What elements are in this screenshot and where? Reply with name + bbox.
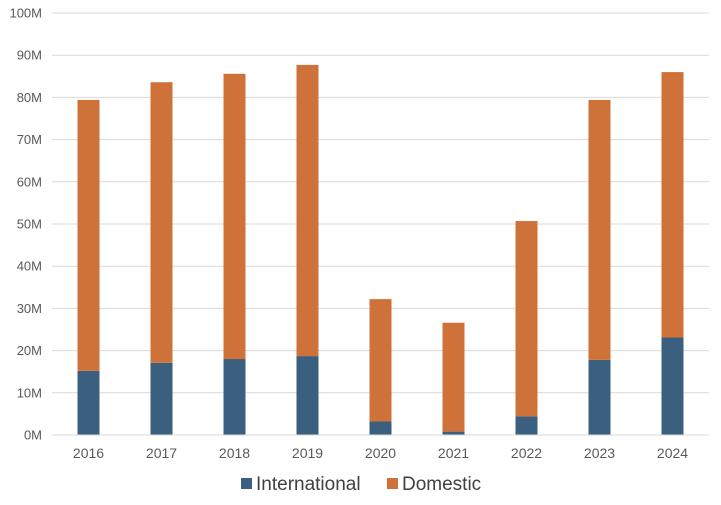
bar-domestic-2018 bbox=[223, 73, 246, 360]
legend-swatch-domestic bbox=[387, 478, 398, 489]
y-tick-label: 100M bbox=[9, 6, 42, 21]
y-tick-label: 50M bbox=[17, 217, 42, 232]
bar-domestic-2017 bbox=[150, 82, 173, 363]
bar-domestic-2020 bbox=[369, 299, 392, 422]
bar-international-2017 bbox=[150, 362, 173, 435]
bar-domestic-2019 bbox=[296, 64, 319, 357]
bar-international-2023 bbox=[588, 359, 611, 435]
x-tick-label: 2022 bbox=[511, 445, 542, 461]
bar-domestic-2023 bbox=[588, 99, 611, 360]
bar-domestic-2016 bbox=[77, 99, 100, 371]
x-tick-label: 2021 bbox=[438, 445, 469, 461]
y-axis-tick-labels: 0M 10M 20M 30M 40M 50M 60M 70M 80M 90M 100M bbox=[9, 6, 42, 443]
x-tick-label: 2019 bbox=[292, 445, 323, 461]
y-tick-label: 0M bbox=[24, 428, 42, 443]
bar-domestic-2021 bbox=[442, 322, 465, 432]
x-tick-label: 2023 bbox=[584, 445, 615, 461]
y-tick-label: 80M bbox=[17, 90, 42, 105]
x-tick-label: 2020 bbox=[365, 445, 396, 461]
legend-label-international: International bbox=[256, 474, 361, 495]
y-tick-label: 30M bbox=[17, 301, 42, 316]
bar-international-2016 bbox=[77, 370, 100, 435]
bar-international-2020 bbox=[369, 421, 392, 435]
x-tick-label: 2018 bbox=[219, 445, 250, 461]
bar-international-2019 bbox=[296, 356, 319, 435]
x-tick-label: 2024 bbox=[657, 445, 688, 461]
x-tick-label: 2017 bbox=[146, 445, 177, 461]
y-tick-label: 60M bbox=[17, 174, 42, 189]
legend-label-domestic: Domestic bbox=[402, 474, 481, 495]
y-tick-label: 10M bbox=[17, 385, 42, 400]
bar-international-2022 bbox=[515, 416, 538, 435]
bars bbox=[77, 64, 684, 435]
bar-international-2021 bbox=[442, 431, 465, 435]
y-tick-label: 70M bbox=[17, 132, 42, 147]
legend-swatch-international bbox=[241, 478, 252, 489]
bar-international-2024 bbox=[661, 337, 684, 435]
bar-domestic-2024 bbox=[661, 72, 684, 338]
bar-international-2018 bbox=[223, 359, 246, 435]
x-axis-tick-labels: 2016 2017 2018 2019 2020 2021 2022 2023 2024 bbox=[73, 445, 688, 461]
legend: International Domestic bbox=[241, 474, 481, 495]
y-tick-label: 90M bbox=[17, 48, 42, 63]
y-tick-label: 40M bbox=[17, 259, 42, 274]
x-tick-label: 2016 bbox=[73, 445, 104, 461]
bar-domestic-2022 bbox=[515, 221, 538, 417]
y-tick-label: 20M bbox=[17, 343, 42, 358]
